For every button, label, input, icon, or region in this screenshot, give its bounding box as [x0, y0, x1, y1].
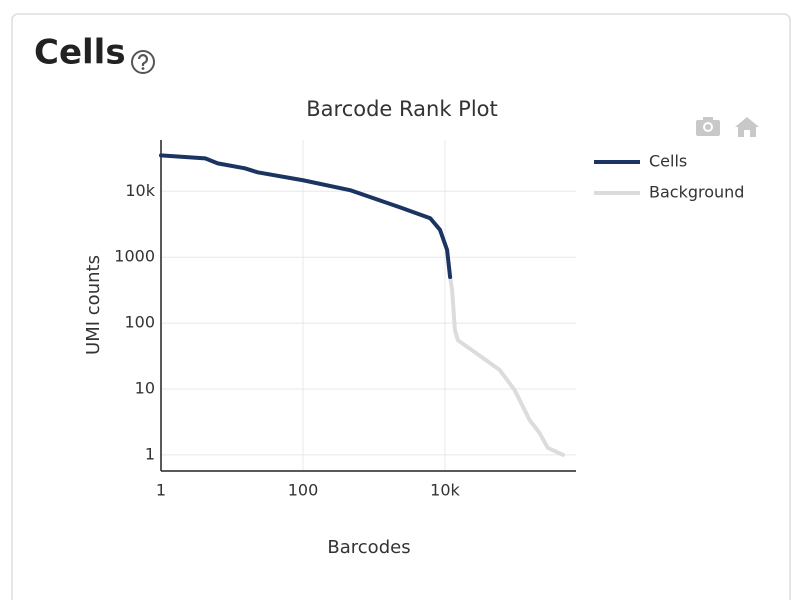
series-line — [159, 153, 453, 280]
help-icon[interactable] — [131, 50, 155, 74]
y-tick-label: 1 — [145, 444, 155, 463]
x-tick-label: 100 — [288, 481, 319, 500]
camera-icon[interactable] — [696, 117, 720, 136]
plot: 1 10 100 1000 10k 1 100 10k — [114, 140, 576, 500]
legend-label: Cells — [649, 152, 687, 171]
x-tick-label: 1 — [156, 481, 166, 500]
home-icon[interactable] — [735, 117, 759, 137]
y-tick-label: 10 — [135, 379, 155, 398]
x-axis-title: Barcodes — [327, 537, 410, 558]
x-tick-label: 10k — [430, 481, 460, 500]
chart-title: Barcode Rank Plot — [306, 97, 498, 121]
y-tick-label: 1000 — [114, 247, 155, 266]
section-title: Cells — [34, 33, 126, 73]
y-axis-title: UMI counts — [83, 255, 104, 355]
y-tick-label: 10k — [125, 181, 155, 200]
series-line — [448, 275, 566, 457]
legend-label: Background — [649, 183, 744, 202]
y-tick-label: 100 — [124, 313, 155, 332]
